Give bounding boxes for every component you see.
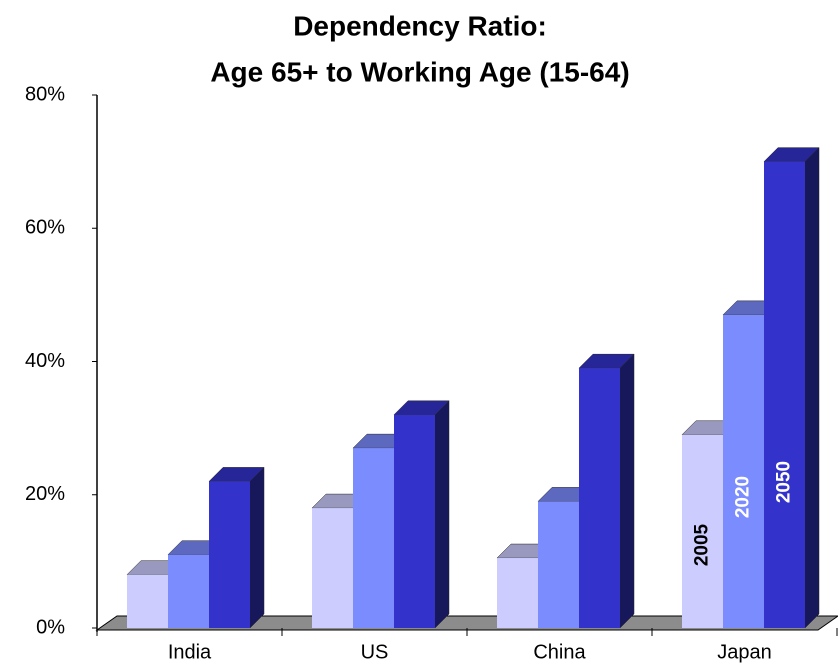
bar-side xyxy=(434,400,450,629)
floor xyxy=(95,615,838,631)
x-tick-label: US xyxy=(361,641,389,663)
bar xyxy=(764,161,805,628)
bar xyxy=(394,414,435,628)
y-tick-label: 0% xyxy=(36,616,65,638)
bar xyxy=(353,448,394,628)
bar xyxy=(682,434,723,628)
legend-label: 2050 xyxy=(774,461,795,503)
bar xyxy=(209,481,250,628)
chart-title: Age 65+ to Working Age (15-64) xyxy=(210,56,629,87)
legend-label: 2005 xyxy=(692,523,713,566)
x-tick-label: China xyxy=(533,641,586,663)
x-tick-label: India xyxy=(168,641,212,663)
y-tick-label: 80% xyxy=(25,83,65,105)
x-tick-label: Japan xyxy=(717,641,772,663)
bar-side xyxy=(619,353,635,629)
y-tick-label: 20% xyxy=(25,483,65,505)
y-tick-label: 60% xyxy=(25,217,65,239)
bar xyxy=(127,574,168,628)
chart-title: Dependency Ratio: xyxy=(293,10,547,41)
bar xyxy=(723,314,764,628)
y-tick-label: 40% xyxy=(25,350,65,372)
bar xyxy=(538,501,579,628)
bar xyxy=(579,368,620,628)
legend-label: 2020 xyxy=(733,476,754,518)
bar xyxy=(312,508,353,628)
bar xyxy=(168,554,209,628)
bar xyxy=(497,558,538,628)
bar-side xyxy=(249,466,265,629)
bar-side xyxy=(804,147,820,629)
